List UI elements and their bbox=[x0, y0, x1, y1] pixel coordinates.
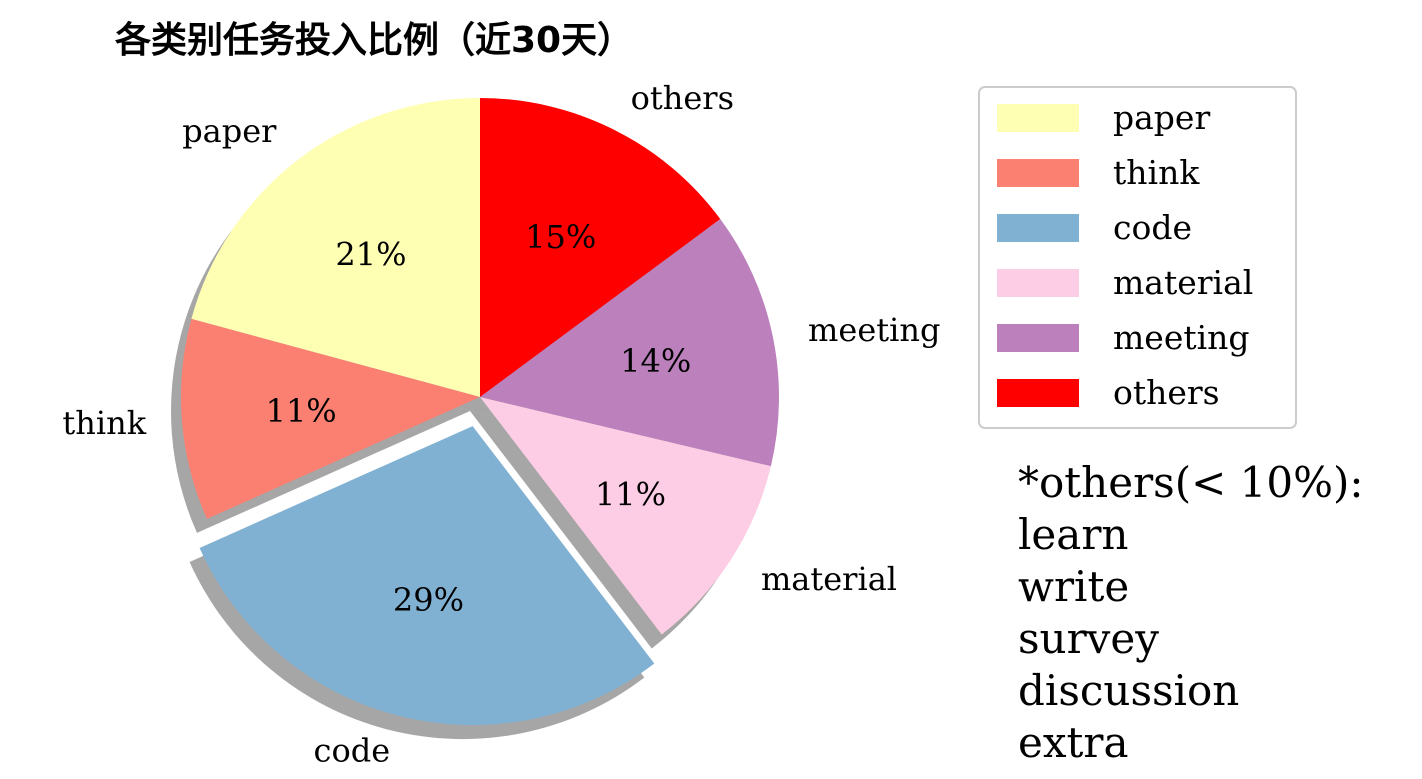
category-labels: paper think code material meeting others bbox=[62, 79, 940, 770]
legend-label-material: material bbox=[1113, 263, 1253, 302]
legend-label-others: others bbox=[1113, 373, 1220, 412]
slice-think bbox=[181, 318, 480, 519]
percent-labels: 21% 11% 29% 11% 14% 15% bbox=[266, 218, 692, 619]
percent-label-think: 11% bbox=[266, 392, 337, 430]
slice-code bbox=[199, 426, 655, 726]
percent-label-meeting: 14% bbox=[620, 342, 691, 380]
note-item: survey bbox=[1018, 614, 1159, 663]
slice-others bbox=[480, 98, 721, 397]
category-label-code: code bbox=[314, 732, 391, 770]
category-label-paper: paper bbox=[182, 112, 277, 150]
slice-paper bbox=[191, 98, 480, 397]
legend-swatch-others bbox=[997, 379, 1079, 407]
legend-swatch-meeting bbox=[997, 324, 1079, 352]
category-label-think: think bbox=[62, 404, 146, 442]
legend-swatch-paper bbox=[997, 104, 1079, 132]
percent-label-others: 15% bbox=[525, 218, 596, 256]
category-label-meeting: meeting bbox=[808, 311, 940, 349]
note-item: discussion bbox=[1018, 666, 1239, 715]
legend: paper think code material meeting others bbox=[978, 86, 1297, 429]
slice-material bbox=[480, 397, 771, 635]
category-label-others: others bbox=[631, 79, 734, 117]
note-heading: *others(< 10%): bbox=[1018, 458, 1364, 507]
others-note: *others(< 10%):learnwritesurveydiscussio… bbox=[1018, 458, 1364, 767]
legend-swatch-material bbox=[997, 269, 1079, 297]
chart-title: 各类别任务投入比例（近30天） bbox=[115, 20, 633, 61]
legend-swatch-think bbox=[997, 159, 1079, 187]
percent-label-material: 11% bbox=[595, 476, 666, 514]
category-label-material: material bbox=[761, 560, 897, 598]
legend-label-think: think bbox=[1113, 153, 1200, 192]
legend-label-meeting: meeting bbox=[1113, 318, 1250, 357]
note-item: write bbox=[1018, 562, 1129, 611]
note-item: extra bbox=[1018, 718, 1129, 767]
slices bbox=[181, 98, 779, 726]
legend-label-code: code bbox=[1113, 208, 1192, 247]
legend-label-paper: paper bbox=[1113, 98, 1210, 137]
slice-meeting bbox=[480, 219, 779, 467]
legend-swatch-code bbox=[997, 214, 1079, 242]
percent-label-code: 29% bbox=[393, 581, 464, 619]
percent-label-paper: 21% bbox=[335, 236, 406, 274]
note-item: learn bbox=[1018, 510, 1128, 559]
